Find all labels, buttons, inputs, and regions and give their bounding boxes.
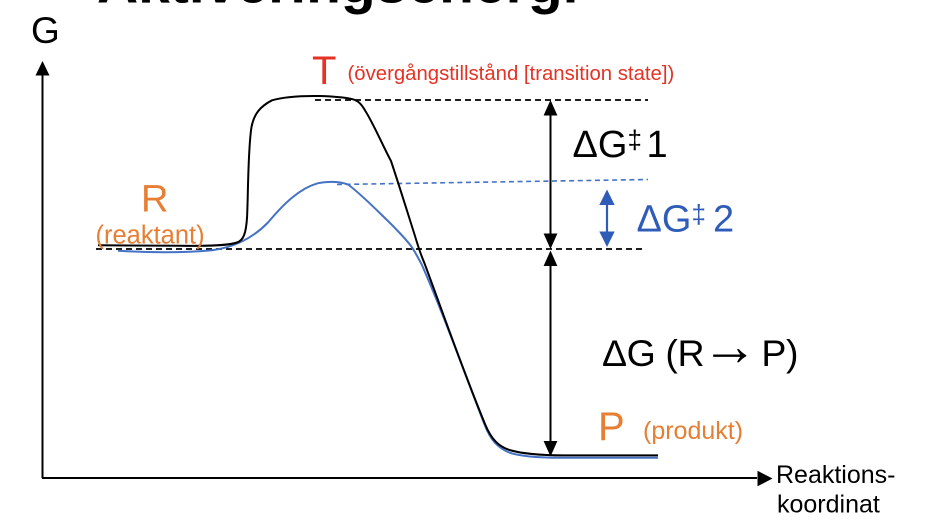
svg-text:Reaktions-: Reaktions-: [776, 461, 896, 489]
svg-text:G: G: [31, 10, 60, 51]
svg-text:(produkt): (produkt): [643, 417, 743, 445]
svg-text:(övergångstillstånd [transitio: (övergångstillstånd [transition state]): [348, 63, 675, 85]
svg-text:Aktiveringsenergi: Aktiveringsenergi: [97, 0, 579, 16]
svg-text:R: R: [141, 179, 168, 221]
svg-text:(reaktant): (reaktant): [96, 222, 205, 250]
svg-text:T: T: [312, 49, 336, 93]
svg-text:koordinat: koordinat: [777, 491, 880, 519]
svg-text:P: P: [598, 405, 625, 449]
svg-text:ΔG‡ 2: ΔG‡ 2: [637, 199, 735, 241]
svg-text:ΔG‡ 1: ΔG‡ 1: [573, 124, 668, 166]
